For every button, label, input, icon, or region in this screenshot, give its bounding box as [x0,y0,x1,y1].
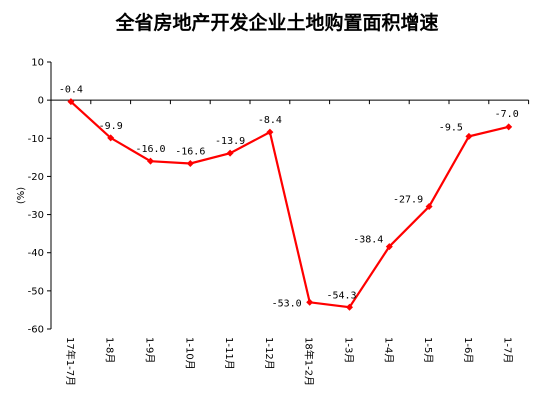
chart-title: 全省房地产开发企业土地购置面积增速 [115,12,439,34]
data-point [346,303,353,311]
data-label: -7.0 [495,109,519,120]
data-point [306,298,314,306]
data-label: -13.9 [215,136,245,147]
data-point [425,203,433,211]
data-label: -16.6 [175,146,205,157]
x-tick-label: 1-8月 [104,337,116,363]
y-tick-label: -40 [28,248,44,259]
data-label: -9.5 [439,122,463,133]
y-tick-label: 0 [38,96,44,107]
x-tick-label: 18年1-2月 [303,337,316,386]
data-label: -53.0 [272,298,302,309]
y-tick-label: -20 [28,172,44,183]
y-tick-label: 10 [31,58,44,69]
data-point [505,123,513,131]
data-label: -38.4 [353,235,383,246]
y-tick-label: -10 [28,134,44,145]
y-tick-label: -50 [28,286,44,297]
x-tick-label: 1-3月 [343,337,355,363]
x-tick-label: 1-11月 [223,337,235,370]
data-point [67,98,75,106]
x-tick-label: 1-12月 [263,337,275,370]
data-label: -54.3 [326,290,356,301]
data-point [266,128,274,136]
y-tick-label: -30 [28,210,44,221]
data-label: -8.4 [258,115,282,126]
x-tick-label: 1-4月 [382,337,394,363]
x-tick-label: 1-6月 [462,337,474,363]
series-line [70,100,509,309]
data-label: -27.9 [393,195,423,206]
data-point [147,157,154,165]
x-tick-label: 1-7月 [502,337,514,363]
data-point [226,149,234,157]
data-label: -9.9 [99,121,123,132]
x-tick-label: 17年1-7月 [64,337,77,386]
data-label: -0.4 [59,85,83,96]
data-point [107,134,115,142]
data-point [385,243,393,251]
y-tick-label: -60 [28,325,44,336]
x-tick-label: 1-9月 [144,337,156,363]
y-axis-label: (%) [16,187,27,204]
x-tick-label: 1-10月 [183,337,195,370]
x-tick-label: 1-5月 [422,337,434,363]
data-point [465,132,473,140]
data-point [186,159,194,167]
data-label: -16.0 [135,144,165,155]
